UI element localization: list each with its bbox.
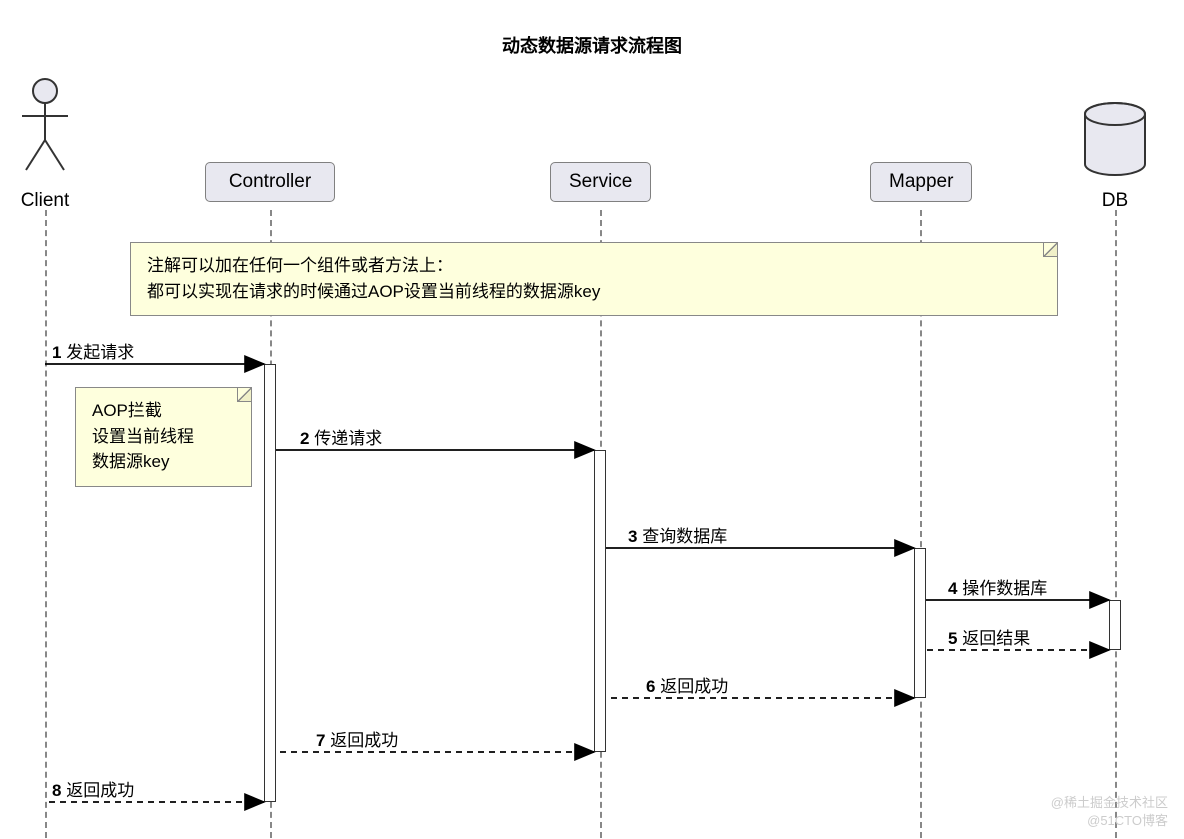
watermark: @51CTO博客 bbox=[1087, 810, 1168, 829]
activation-mapper bbox=[914, 548, 926, 698]
client-label: Client bbox=[10, 190, 80, 212]
mapper-box: Mapper bbox=[870, 162, 972, 202]
note-line: 注解可以加在任何一个组件或者方法上： bbox=[147, 253, 1041, 279]
note-annotation: 注解可以加在任何一个组件或者方法上： 都可以实现在请求的时候通过AOP设置当前线… bbox=[130, 242, 1058, 316]
message-label: 5 返回结果 bbox=[948, 624, 1030, 649]
message-label: 2 传递请求 bbox=[300, 424, 382, 449]
message-label: 7 返回成功 bbox=[316, 726, 398, 751]
controller-box: Controller bbox=[205, 162, 335, 202]
lifeline-db bbox=[1115, 210, 1117, 838]
activation-controller bbox=[264, 364, 276, 802]
note-line: 数据源key bbox=[92, 449, 235, 475]
actor-client bbox=[20, 78, 70, 178]
activation-service bbox=[594, 450, 606, 752]
lifeline-client bbox=[45, 210, 47, 838]
note-line: AOP拦截 bbox=[92, 398, 235, 424]
message-label: 8 返回成功 bbox=[52, 776, 134, 801]
diagram-title: 动态数据源请求流程图 bbox=[0, 32, 1184, 58]
message-label: 3 查询数据库 bbox=[628, 522, 727, 547]
db-label: DB bbox=[1095, 190, 1135, 212]
watermark: @稀土掘金技术社区 bbox=[1051, 792, 1168, 811]
note-line: 设置当前线程 bbox=[92, 424, 235, 450]
message-label: 6 返回成功 bbox=[646, 672, 728, 697]
note-aop: AOP拦截 设置当前线程 数据源key bbox=[75, 387, 252, 487]
message-label: 4 操作数据库 bbox=[948, 574, 1047, 599]
service-box: Service bbox=[550, 162, 651, 202]
activation-db bbox=[1109, 600, 1121, 650]
message-label: 1 发起请求 bbox=[52, 338, 134, 363]
note-line: 都可以实现在请求的时候通过AOP设置当前线程的数据源key bbox=[147, 279, 1041, 305]
db-cylinder bbox=[1083, 102, 1147, 185]
